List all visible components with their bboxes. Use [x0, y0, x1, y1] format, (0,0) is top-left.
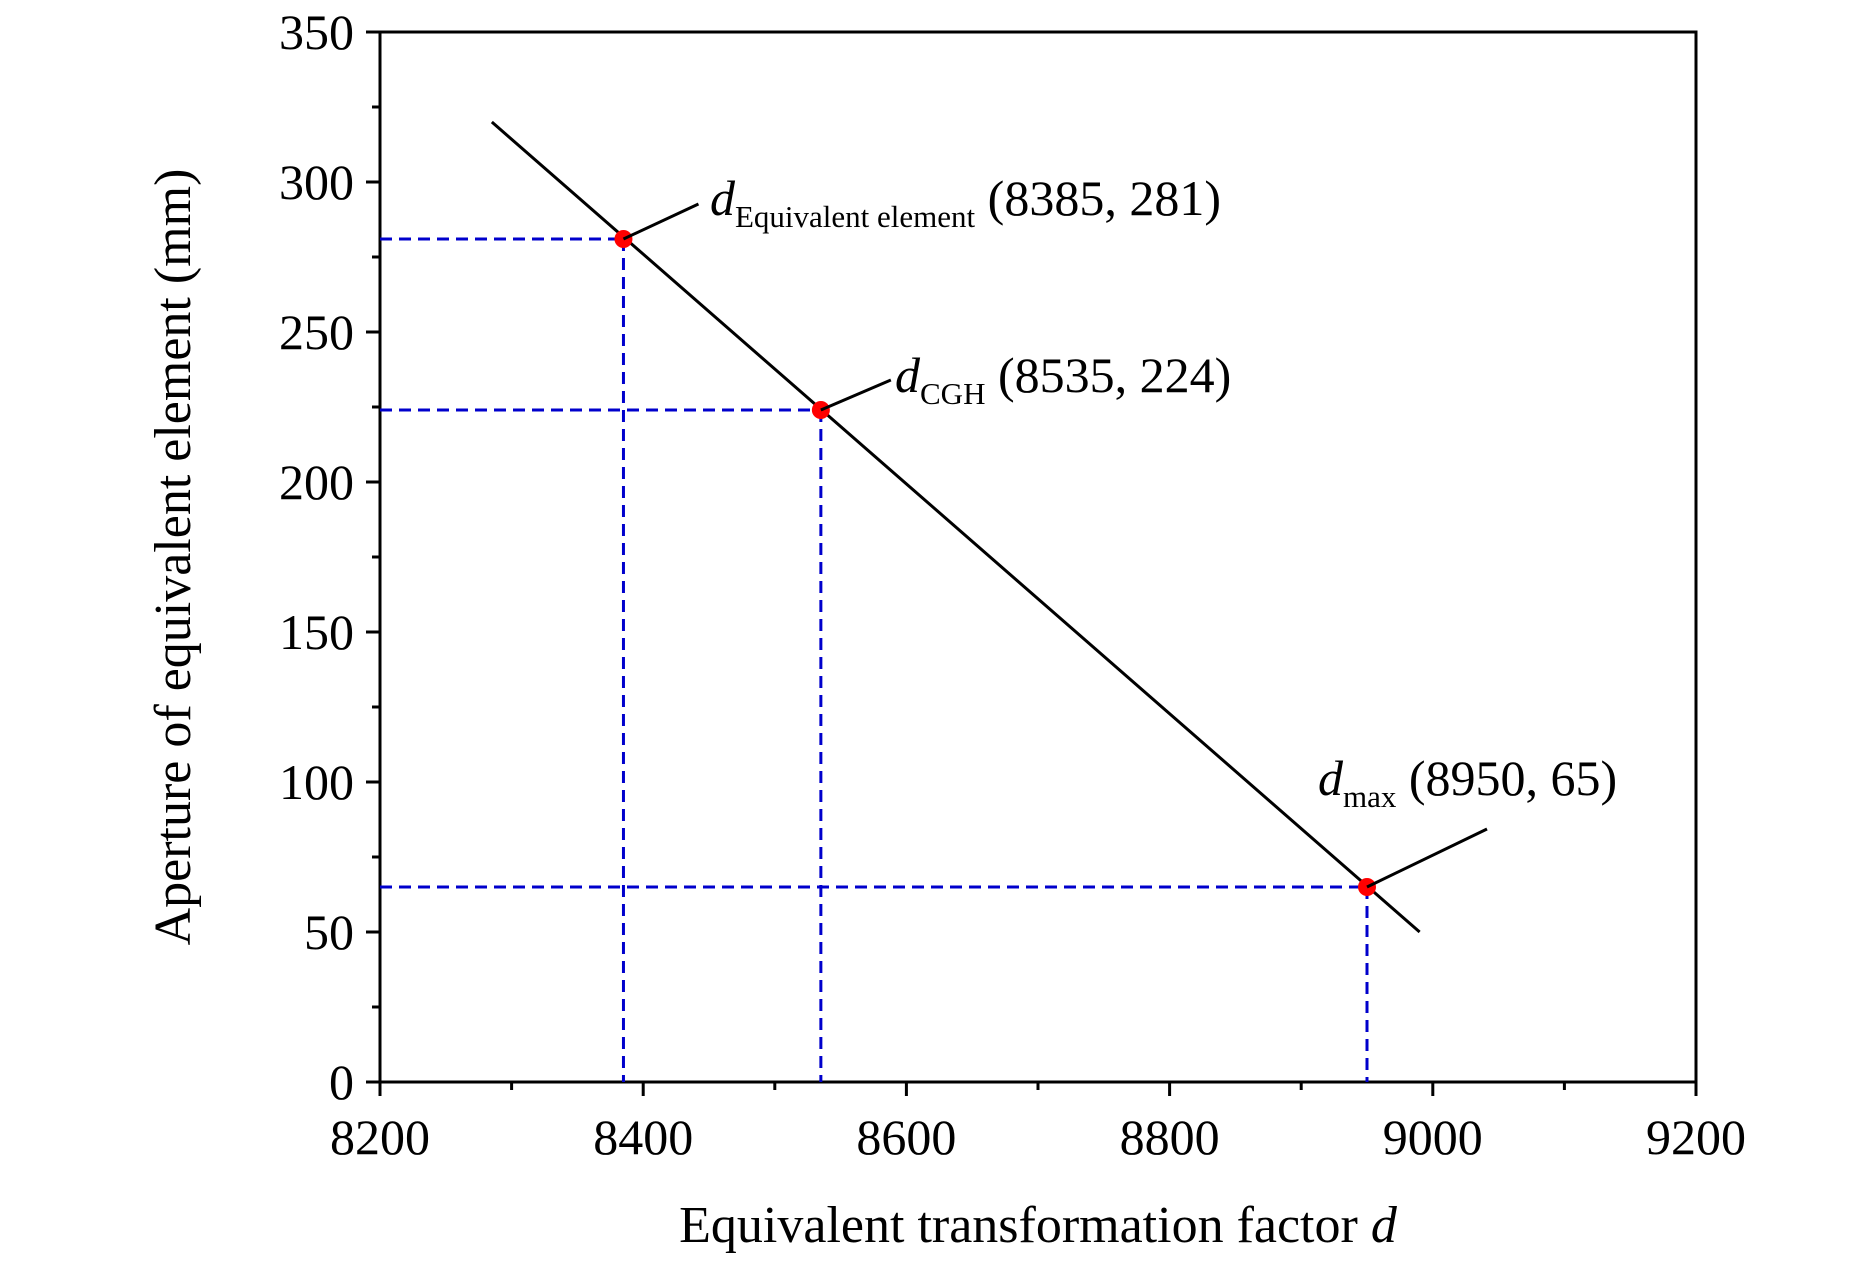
y-tick-label: 300 [279, 154, 354, 210]
annotation-leader [820, 378, 892, 412]
y-tick-label: 150 [279, 604, 354, 660]
y-tick-label: 250 [279, 304, 354, 360]
y-tick-label: 200 [279, 454, 354, 510]
x-tick-label: 8400 [593, 1109, 693, 1165]
annotations: dEquivalent element (8385, 281) dCGH (853… [622, 170, 1617, 889]
series-line [490, 120, 1421, 934]
y-tick-labels: 0 50 100 150 200 250 300 350 [279, 4, 354, 1110]
x-tick-label: 8200 [330, 1109, 430, 1165]
point-annotation: dCGH (8535, 224) [895, 347, 1231, 411]
y-tick-label: 50 [304, 904, 354, 960]
x-tick-label: 9200 [1646, 1109, 1746, 1165]
tick-marks [366, 30, 1698, 1096]
x-tick-label: 8800 [1120, 1109, 1220, 1165]
point-annotation: dmax (8950, 65) [1318, 750, 1617, 814]
guide-lines [380, 237, 1369, 1082]
point-annotation: dEquivalent element (8385, 281) [710, 170, 1221, 234]
y-axis-title: Aperture of equivalent element (mm) [145, 169, 202, 946]
y-tick-label: 100 [279, 754, 354, 810]
x-tick-label: 9000 [1383, 1109, 1483, 1165]
annotation-leader [1366, 827, 1488, 889]
x-axis-title: Equivalent transformation factor d [679, 1197, 1398, 1254]
x-tick-labels: 8200 8400 8600 8800 9000 9200 [330, 1109, 1746, 1165]
y-tick-label: 350 [279, 4, 354, 60]
x-tick-label: 8600 [856, 1109, 956, 1165]
annotation-leader [622, 202, 700, 241]
y-tick-label: 0 [329, 1054, 354, 1110]
series-layer [490, 120, 1421, 934]
